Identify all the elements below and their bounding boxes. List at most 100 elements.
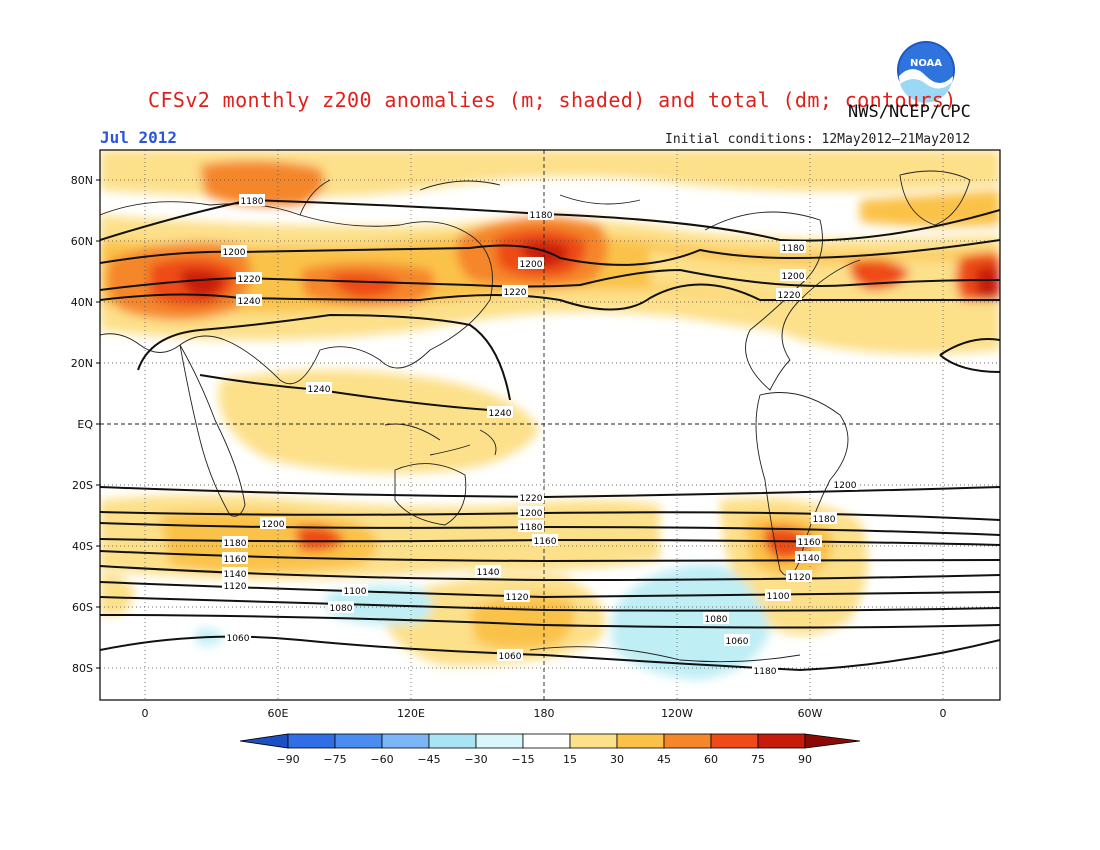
svg-text:1060: 1060 — [726, 637, 749, 647]
contour-label: 1200 — [780, 269, 806, 282]
contour-label: 1120 — [504, 590, 530, 603]
contour-label: 1160 — [222, 552, 248, 565]
contour-label: 1160 — [796, 535, 822, 548]
contour-label: 1080 — [328, 601, 354, 614]
map-title: CFSv2 monthly z200 anomalies (m; shaded)… — [148, 88, 957, 112]
svg-text:1100: 1100 — [767, 592, 790, 602]
svg-text:1080: 1080 — [330, 604, 353, 614]
contour-label: 1220 — [776, 288, 802, 301]
svg-text:1180: 1180 — [241, 197, 264, 207]
contour-label: 1080 — [703, 612, 729, 625]
contour-label: 1140 — [475, 565, 501, 578]
colorbar-swatch — [522, 733, 571, 749]
lat-label: 80S — [72, 662, 93, 675]
svg-text:1180: 1180 — [754, 667, 777, 677]
contour-label: 1120 — [222, 579, 248, 592]
colorbar-label: 60 — [704, 753, 718, 766]
lat-label: 60S — [72, 601, 93, 614]
colorbar: −90 −75 −60 −45 −30 −15 15 30 45 60 75 9… — [239, 733, 861, 766]
contour-label: 1200 — [518, 257, 544, 270]
colorbar-label: 45 — [657, 753, 671, 766]
svg-text:1220: 1220 — [778, 291, 801, 301]
lon-label: 120E — [397, 707, 425, 720]
svg-text:1220: 1220 — [504, 288, 527, 298]
svg-text:1180: 1180 — [813, 515, 836, 525]
lat-ticks — [96, 179, 100, 669]
contour-label: 1060 — [497, 649, 523, 662]
colorbar-label: 30 — [610, 753, 624, 766]
lon-label: 180 — [534, 707, 555, 720]
svg-text:1140: 1140 — [797, 554, 820, 564]
equator-dateline — [100, 150, 1000, 700]
svg-text:1140: 1140 — [224, 570, 247, 580]
contour-label: 1240 — [306, 382, 332, 395]
svg-text:1200: 1200 — [782, 272, 805, 282]
colorbar-label: 75 — [751, 753, 765, 766]
svg-text:1120: 1120 — [506, 593, 529, 603]
colorbar-label: −75 — [323, 753, 346, 766]
lat-label: EQ — [77, 418, 93, 431]
contour-label: 1220 — [518, 491, 544, 504]
svg-text:1160: 1160 — [224, 555, 247, 565]
noaa-logo-text: NOAA — [910, 58, 942, 69]
colorbar-swatch — [569, 733, 618, 749]
svg-text:1160: 1160 — [798, 538, 821, 548]
contour-label: 1180 — [752, 664, 778, 677]
svg-text:1180: 1180 — [224, 539, 247, 549]
contour-label: 1140 — [222, 567, 248, 580]
contour-label-group: 1180 1180 1180 1200 1200 1200 1220 1220 … — [221, 194, 858, 677]
lat-label: 40S — [72, 540, 93, 553]
lat-axis: 80N 60N 40N 20N EQ 20S 40S 60S 80S — [71, 174, 94, 675]
svg-text:1140: 1140 — [477, 568, 500, 578]
contour-label: 1200 — [221, 245, 247, 258]
colorbar-swatch — [287, 733, 336, 749]
colorbar-swatch — [710, 733, 759, 749]
contour-label: 1180 — [811, 512, 837, 525]
lon-label: 120W — [661, 707, 693, 720]
lon-label: 0 — [142, 707, 149, 720]
contour-label: 1220 — [502, 285, 528, 298]
svg-text:1120: 1120 — [788, 573, 811, 583]
svg-text:1060: 1060 — [227, 634, 250, 644]
svg-text:1180: 1180 — [530, 211, 553, 221]
svg-text:1060: 1060 — [499, 652, 522, 662]
lon-label: 0 — [940, 707, 947, 720]
svg-text:1200: 1200 — [223, 248, 246, 258]
colorbar-label: −15 — [511, 753, 534, 766]
contour-label: 1240 — [236, 294, 262, 307]
svg-text:1240: 1240 — [308, 385, 331, 395]
plot-area: 1180 1180 1180 1200 1200 1200 1220 1220 … — [100, 150, 1000, 700]
lat-label: 80N — [71, 174, 93, 187]
noaa-logo: NOAA — [897, 41, 955, 103]
contour-label: 1200 — [832, 478, 858, 491]
svg-text:1180: 1180 — [782, 244, 805, 254]
contour-label: 1240 — [487, 406, 513, 419]
lon-label: 60W — [798, 707, 823, 720]
contour-label: 1180 — [239, 194, 265, 207]
colorbar-swatch — [663, 733, 712, 749]
colorbar-label: −60 — [370, 753, 393, 766]
plot-frame — [99, 149, 1001, 701]
contour-label: 1220 — [236, 272, 262, 285]
colorbar-label: 15 — [563, 753, 577, 766]
contour-label: 1200 — [518, 506, 544, 519]
colorbar-label: 90 — [798, 753, 812, 766]
colorbar-swatch — [804, 733, 861, 749]
colorbar-label: −45 — [417, 753, 440, 766]
colorbar-label: −30 — [464, 753, 487, 766]
svg-text:1200: 1200 — [834, 481, 857, 491]
svg-text:1220: 1220 — [238, 275, 261, 285]
contour-label: 1060 — [225, 631, 251, 644]
colorbar-swatch — [334, 733, 383, 749]
svg-text:1080: 1080 — [705, 615, 728, 625]
colorbar-swatch — [428, 733, 477, 749]
lon-axis: 0 60E 120E 180 120W 60W 0 — [142, 707, 947, 720]
svg-text:1180: 1180 — [520, 523, 543, 533]
contour-label: 1180 — [518, 520, 544, 533]
lat-label: 20N — [71, 357, 93, 370]
colorbar-swatch — [616, 733, 665, 749]
contour-label: 1180 — [222, 536, 248, 549]
colorbar-swatch — [475, 733, 524, 749]
svg-text:1120: 1120 — [224, 582, 247, 592]
